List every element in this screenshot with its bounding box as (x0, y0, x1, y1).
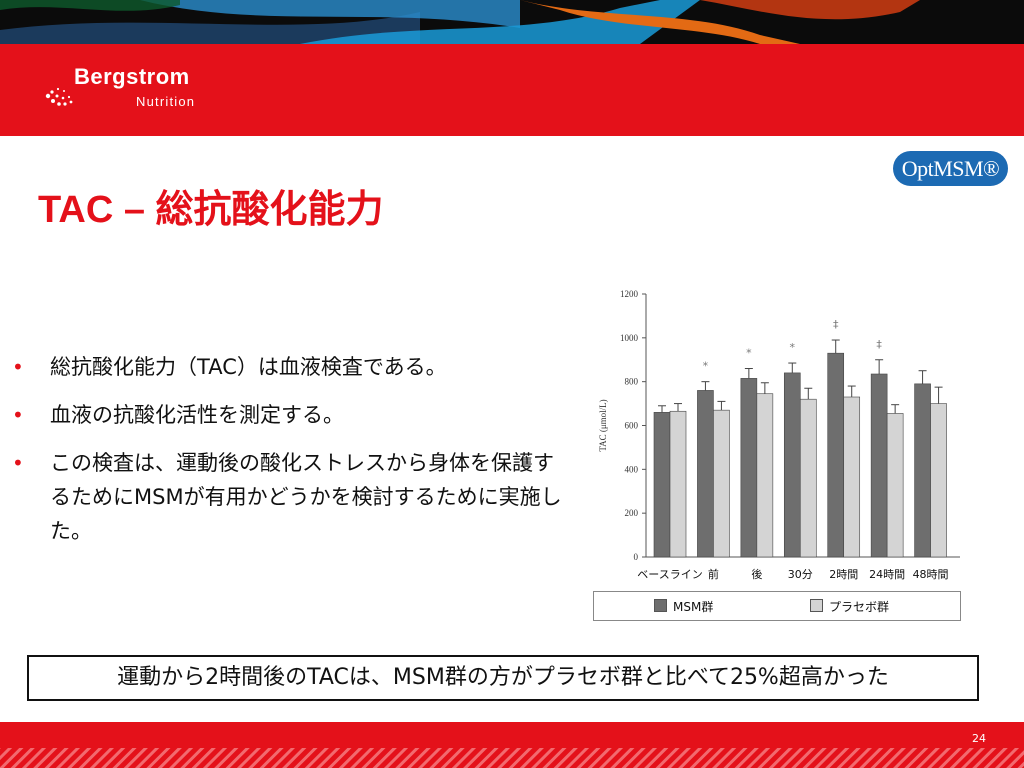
page-number: 24 (972, 732, 986, 745)
footer-stripe-pattern (0, 748, 1024, 768)
placebo-bar (713, 409, 730, 558)
msm-bar (740, 378, 758, 558)
x-category-label: 後 (751, 567, 762, 581)
tac-bar-chart: 0 200 400 600 800 1000 1200 TAC (μmol/L) ベースライン *… (598, 289, 960, 581)
footer-band: 24 (0, 722, 1024, 768)
significance-mark: * (790, 341, 796, 354)
conclusion-box: 運動から2時間後のTACは、MSM群の方がプラセボ群と比べて25%超高かった (27, 655, 979, 701)
msm-bar (653, 412, 671, 558)
legend-label-placebo: プラセボ群 (829, 600, 890, 614)
placebo-bar (886, 413, 904, 558)
y-tick-label: 1200 (620, 289, 639, 299)
significance-mark: ‡ (876, 338, 882, 351)
bullet-dot-icon: • (12, 451, 24, 475)
y-tick-label: 800 (625, 377, 639, 387)
x-category-label: ベースライン (637, 568, 702, 581)
y-tick-label: 0 (634, 552, 639, 562)
placebo-bar (799, 398, 817, 558)
header-photo-strip (0, 0, 1024, 44)
logo-subtitle: Nutrition (136, 94, 196, 109)
msm-bar (827, 352, 845, 558)
placebo-bar (756, 393, 774, 558)
optmsm-badge: OptMSM® (893, 151, 1008, 186)
legend-swatch-msm (654, 599, 667, 612)
significance-mark: * (703, 360, 709, 373)
company-logo: Bergstrom Nutrition (44, 64, 244, 114)
x-category-label: 2時間 (829, 568, 858, 581)
y-tick-label: 400 (625, 464, 639, 474)
significance-mark: ‡ (833, 318, 839, 331)
legend-swatch-placebo (810, 599, 823, 612)
y-tick-label: 1000 (620, 333, 639, 343)
logo-name: Bergstrom (74, 64, 190, 89)
bullet-text: この検査は、運動後の酸化ストレスから身体を保護するためにMSMが有用かどうかを検… (50, 451, 562, 543)
bullet-item: • この検査は、運動後の酸化ストレスから身体を保護するためにMSMが有用かどうかを… (12, 446, 572, 548)
legend-item-placebo: プラセボ群 (810, 598, 889, 615)
bullet-text: 総抗酸化能力（TAC）は血液検査である。 (50, 355, 447, 379)
placebo-bar (843, 396, 861, 558)
placebo-bar (930, 403, 947, 558)
msm-bar (914, 383, 931, 558)
y-tick-label: 600 (625, 421, 639, 431)
msm-bar (783, 372, 801, 558)
chart-legend: MSM群 プラセボ群 (593, 591, 961, 621)
x-category-label: 30分 (788, 568, 813, 581)
slide-title: TAC – 総抗酸化能力 (38, 189, 384, 231)
y-axis-title: TAC (μmol/L) (598, 399, 608, 451)
bullet-text: 血液の抗酸化活性を測定する。 (50, 403, 344, 427)
bullet-dot-icon: • (12, 355, 24, 379)
y-tick-label: 200 (625, 508, 639, 518)
legend-item-msm: MSM群 (654, 598, 713, 615)
bullet-item: • 血液の抗酸化活性を測定する。 (12, 398, 572, 432)
x-category-label: 48時間 (913, 568, 949, 581)
bullet-list: • 総抗酸化能力（TAC）は血液検査である。 • 血液の抗酸化活性を測定する。 • こ… (12, 350, 572, 562)
legend-label-msm: MSM群 (673, 600, 714, 614)
header-band (0, 44, 1024, 136)
msm-bar (697, 390, 714, 558)
bullet-item: • 総抗酸化能力（TAC）は血液検査である。 (12, 350, 572, 384)
bullet-dot-icon: • (12, 403, 24, 427)
placebo-bar (669, 410, 687, 558)
msm-bar (870, 373, 888, 558)
significance-mark: * (746, 347, 752, 360)
logo-swirl-icon (45, 87, 73, 106)
x-category-label: 24時間 (869, 568, 905, 581)
x-category-label: 前 (708, 567, 719, 581)
